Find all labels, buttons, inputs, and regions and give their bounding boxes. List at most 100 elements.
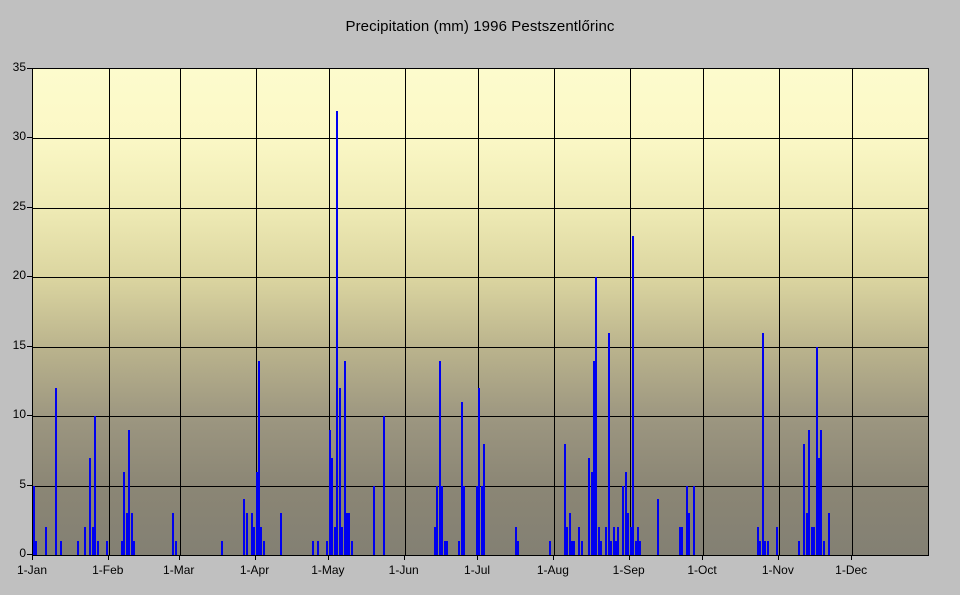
bar bbox=[175, 541, 177, 555]
bar bbox=[610, 541, 612, 555]
bar bbox=[767, 541, 769, 555]
bar bbox=[625, 472, 627, 555]
bar bbox=[813, 527, 815, 555]
bar bbox=[131, 513, 133, 555]
bar bbox=[759, 541, 761, 555]
gridline-vertical bbox=[703, 69, 704, 555]
bar bbox=[436, 486, 438, 555]
x-axis-tick-label: 1-Nov bbox=[761, 563, 794, 577]
x-axis-tick-mark bbox=[255, 555, 256, 560]
bar bbox=[515, 527, 517, 555]
bar bbox=[693, 486, 695, 555]
bar bbox=[221, 541, 223, 555]
bar bbox=[260, 527, 262, 555]
bar bbox=[331, 458, 333, 555]
gridline-vertical bbox=[852, 69, 853, 555]
bar bbox=[326, 541, 328, 555]
gridline-vertical bbox=[554, 69, 555, 555]
bar bbox=[478, 388, 480, 555]
bar bbox=[317, 541, 319, 555]
bar bbox=[344, 361, 346, 555]
bar bbox=[336, 111, 338, 555]
bar bbox=[434, 527, 436, 555]
bar bbox=[681, 527, 683, 555]
gridline-horizontal bbox=[33, 277, 928, 278]
bar bbox=[632, 236, 634, 555]
bar bbox=[94, 416, 96, 555]
x-axis-tick-label: 1-Sep bbox=[612, 563, 645, 577]
bar bbox=[595, 277, 597, 555]
bar bbox=[608, 333, 610, 555]
x-axis-tick-label: 1-Aug bbox=[536, 563, 569, 577]
x-axis-tick-mark bbox=[702, 555, 703, 560]
gridline-horizontal bbox=[33, 347, 928, 348]
bar bbox=[446, 541, 448, 555]
bar bbox=[762, 333, 764, 555]
bar bbox=[89, 458, 91, 555]
x-axis-tick-label: 1-Apr bbox=[239, 563, 270, 577]
bar bbox=[823, 541, 825, 555]
plot-area bbox=[32, 68, 929, 556]
x-axis-tick-mark bbox=[404, 555, 405, 560]
x-axis-tick-mark bbox=[629, 555, 630, 560]
x-axis-tick-label: 1-Oct bbox=[687, 563, 717, 577]
bar bbox=[569, 513, 571, 555]
bar bbox=[463, 486, 465, 555]
bar bbox=[571, 541, 573, 555]
bar bbox=[329, 430, 331, 555]
x-axis-tick-mark bbox=[778, 555, 779, 560]
bar bbox=[605, 527, 607, 555]
bar bbox=[97, 541, 99, 555]
bar bbox=[280, 513, 282, 555]
bar bbox=[439, 361, 441, 555]
x-axis-tick-mark bbox=[32, 555, 33, 560]
y-axis-tick-label: 5 bbox=[19, 476, 26, 491]
chart-title: Precipitation (mm) 1996 Pestszentlőrinc bbox=[345, 18, 615, 35]
x-axis-tick-label: 1-Jun bbox=[388, 563, 419, 577]
bar bbox=[84, 527, 86, 555]
bar bbox=[679, 527, 681, 555]
bar bbox=[818, 458, 820, 555]
bar bbox=[811, 527, 813, 555]
bar bbox=[588, 458, 590, 555]
bar bbox=[566, 527, 568, 555]
bar bbox=[549, 541, 551, 555]
bar bbox=[55, 388, 57, 555]
y-axis-tick-mark bbox=[27, 137, 32, 138]
y-axis-tick-mark bbox=[27, 415, 32, 416]
gridline-vertical bbox=[256, 69, 257, 555]
x-axis-tick-mark bbox=[851, 555, 852, 560]
y-axis-tick-label: 20 bbox=[12, 268, 26, 283]
bar bbox=[258, 361, 260, 555]
bar bbox=[348, 513, 350, 555]
bar bbox=[45, 527, 47, 555]
bar bbox=[334, 527, 336, 555]
bar bbox=[581, 541, 583, 555]
bar bbox=[764, 541, 766, 555]
bar bbox=[312, 541, 314, 555]
y-axis-tick-label: 0 bbox=[19, 546, 26, 560]
gridline-vertical bbox=[630, 69, 631, 555]
gridline-vertical bbox=[405, 69, 406, 555]
y-axis-tick-mark bbox=[27, 554, 32, 555]
bar bbox=[256, 472, 258, 555]
x-axis-tick-mark bbox=[108, 555, 109, 560]
bar bbox=[564, 444, 566, 555]
bar bbox=[573, 541, 575, 555]
y-axis-tick-label: 10 bbox=[12, 407, 26, 422]
bar bbox=[476, 486, 478, 555]
bar bbox=[798, 541, 800, 555]
bar bbox=[373, 486, 375, 555]
bar bbox=[33, 486, 35, 555]
bar bbox=[121, 541, 123, 555]
bar bbox=[441, 486, 443, 555]
y-axis-tick-label: 30 bbox=[12, 129, 26, 144]
bar bbox=[263, 541, 265, 555]
bar bbox=[133, 541, 135, 555]
bar bbox=[635, 541, 637, 555]
x-axis-tick-mark bbox=[553, 555, 554, 560]
bar bbox=[339, 388, 341, 555]
bar bbox=[591, 472, 593, 555]
x-axis-tick-mark bbox=[328, 555, 329, 560]
